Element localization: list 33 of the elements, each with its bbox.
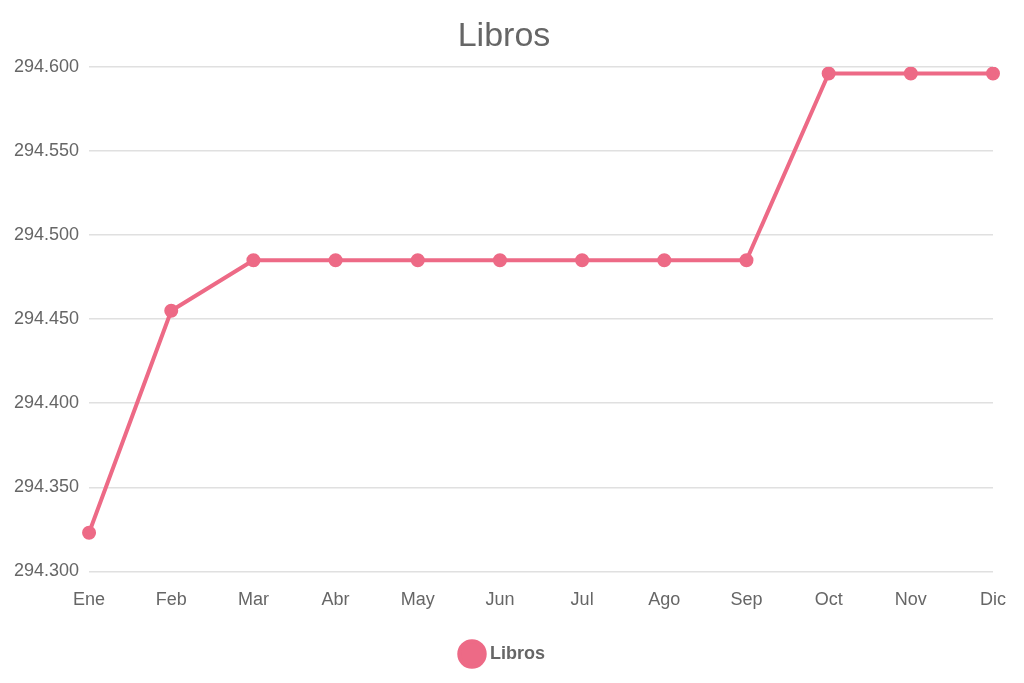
x-tick-label: Dic <box>980 589 1006 610</box>
y-tick-label: 294.600 <box>13 55 80 76</box>
chart-title: Libros <box>457 14 551 53</box>
x-tick-label: Jun <box>485 589 515 610</box>
x-tick-label: Feb <box>155 589 187 610</box>
x-tick-label: Abr <box>321 589 350 610</box>
x-tick-label: Ene <box>73 589 106 610</box>
legend-label: Libros <box>490 642 546 663</box>
point <box>328 253 343 268</box>
point <box>82 525 97 540</box>
x-tick-label: Ago <box>648 589 681 610</box>
point <box>657 253 672 268</box>
point <box>739 253 754 268</box>
x-tick-label: Jul <box>570 589 594 610</box>
y-tick-label: 294.300 <box>13 560 80 581</box>
x-tick-label: Nov <box>894 589 927 610</box>
x-tick-label: Oct <box>814 589 843 610</box>
point <box>575 253 590 268</box>
y-tick-label: 294.500 <box>13 223 80 244</box>
point <box>492 253 507 268</box>
y-tick-label: 294.350 <box>13 476 80 497</box>
x-tick-label: Mar <box>237 589 269 610</box>
point <box>410 253 425 268</box>
x-tick-label: Sep <box>730 589 763 610</box>
point <box>821 66 836 81</box>
y-tick-label: 294.550 <box>13 139 80 160</box>
y-tick-label: 294.450 <box>13 308 80 329</box>
point <box>164 303 179 318</box>
x-tick-label: May <box>400 589 435 610</box>
point <box>903 66 918 81</box>
point <box>986 66 1000 81</box>
point <box>246 253 261 268</box>
y-tick-label: 294.400 <box>13 392 80 413</box>
